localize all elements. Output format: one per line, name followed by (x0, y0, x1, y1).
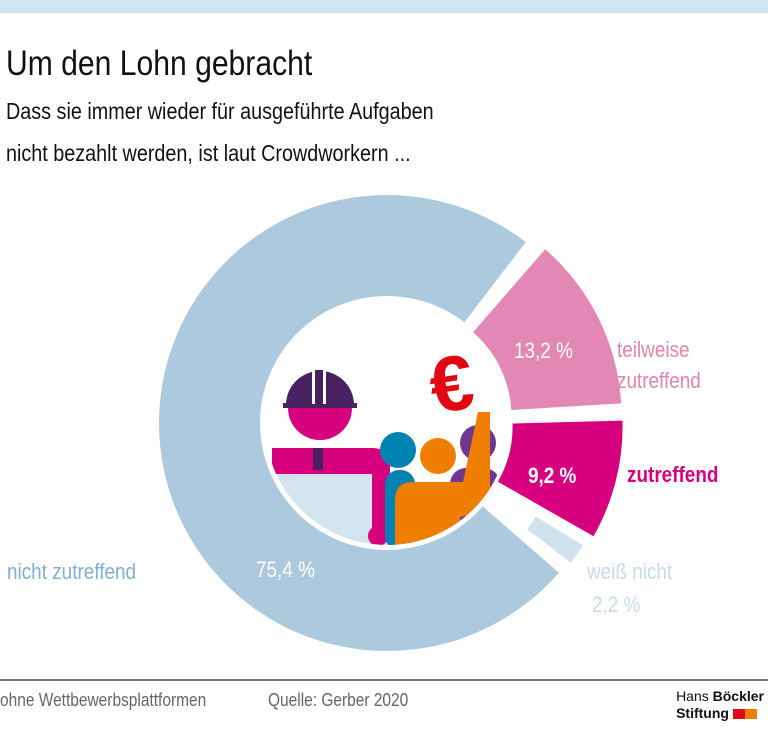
logo-text-bold: Böckler (712, 688, 764, 704)
legend-weiss-nicht: weiß nicht (587, 559, 673, 584)
slice-nicht-zutreffend (159, 194, 559, 651)
slice-weiß-nicht (527, 516, 583, 563)
footer-divider (0, 679, 768, 681)
slice-zutreffend (497, 420, 623, 537)
logo-text-stiftung: Stiftung (676, 705, 729, 721)
chart-title: Um den Lohn gebracht (6, 44, 313, 83)
top-bar (0, 0, 768, 13)
slice-teilweise-zutreffend (473, 249, 622, 411)
legend-teilweise-line1: teilweise (617, 337, 690, 362)
logo-red-square (732, 709, 745, 720)
legend-nicht-zutreffend: nicht zutreffend (7, 559, 137, 584)
hans-boeckler-logo: Hans Böckler Stiftung (676, 688, 764, 722)
value-label-zutreffend: 9,2 % (528, 463, 577, 488)
value-label-nicht-zutreffend: 75,4 % (256, 557, 315, 582)
legend-teilweise-line2: zutreffend (617, 368, 701, 393)
footer-note: ohne Wettbewerbsplattformen (0, 690, 207, 710)
logo-orange-square (744, 709, 757, 720)
svg-text:€: € (424, 337, 479, 430)
footer-source: Quelle: Gerber 2020 (268, 690, 409, 710)
value-label-teilweise: 13,2 % (514, 338, 573, 363)
donut-chart: € (159, 194, 623, 651)
chart-subtitle-line1: Dass sie immer wieder für ausgeführte Au… (6, 98, 434, 124)
value-label-weiss-nicht: 2,2 % (592, 592, 641, 617)
logo-text: Hans (676, 688, 709, 704)
legend-zutreffend: zutreffend (627, 462, 719, 487)
chart-subtitle-line2: nicht bezahlt werden, ist laut Crowdwork… (6, 140, 411, 166)
